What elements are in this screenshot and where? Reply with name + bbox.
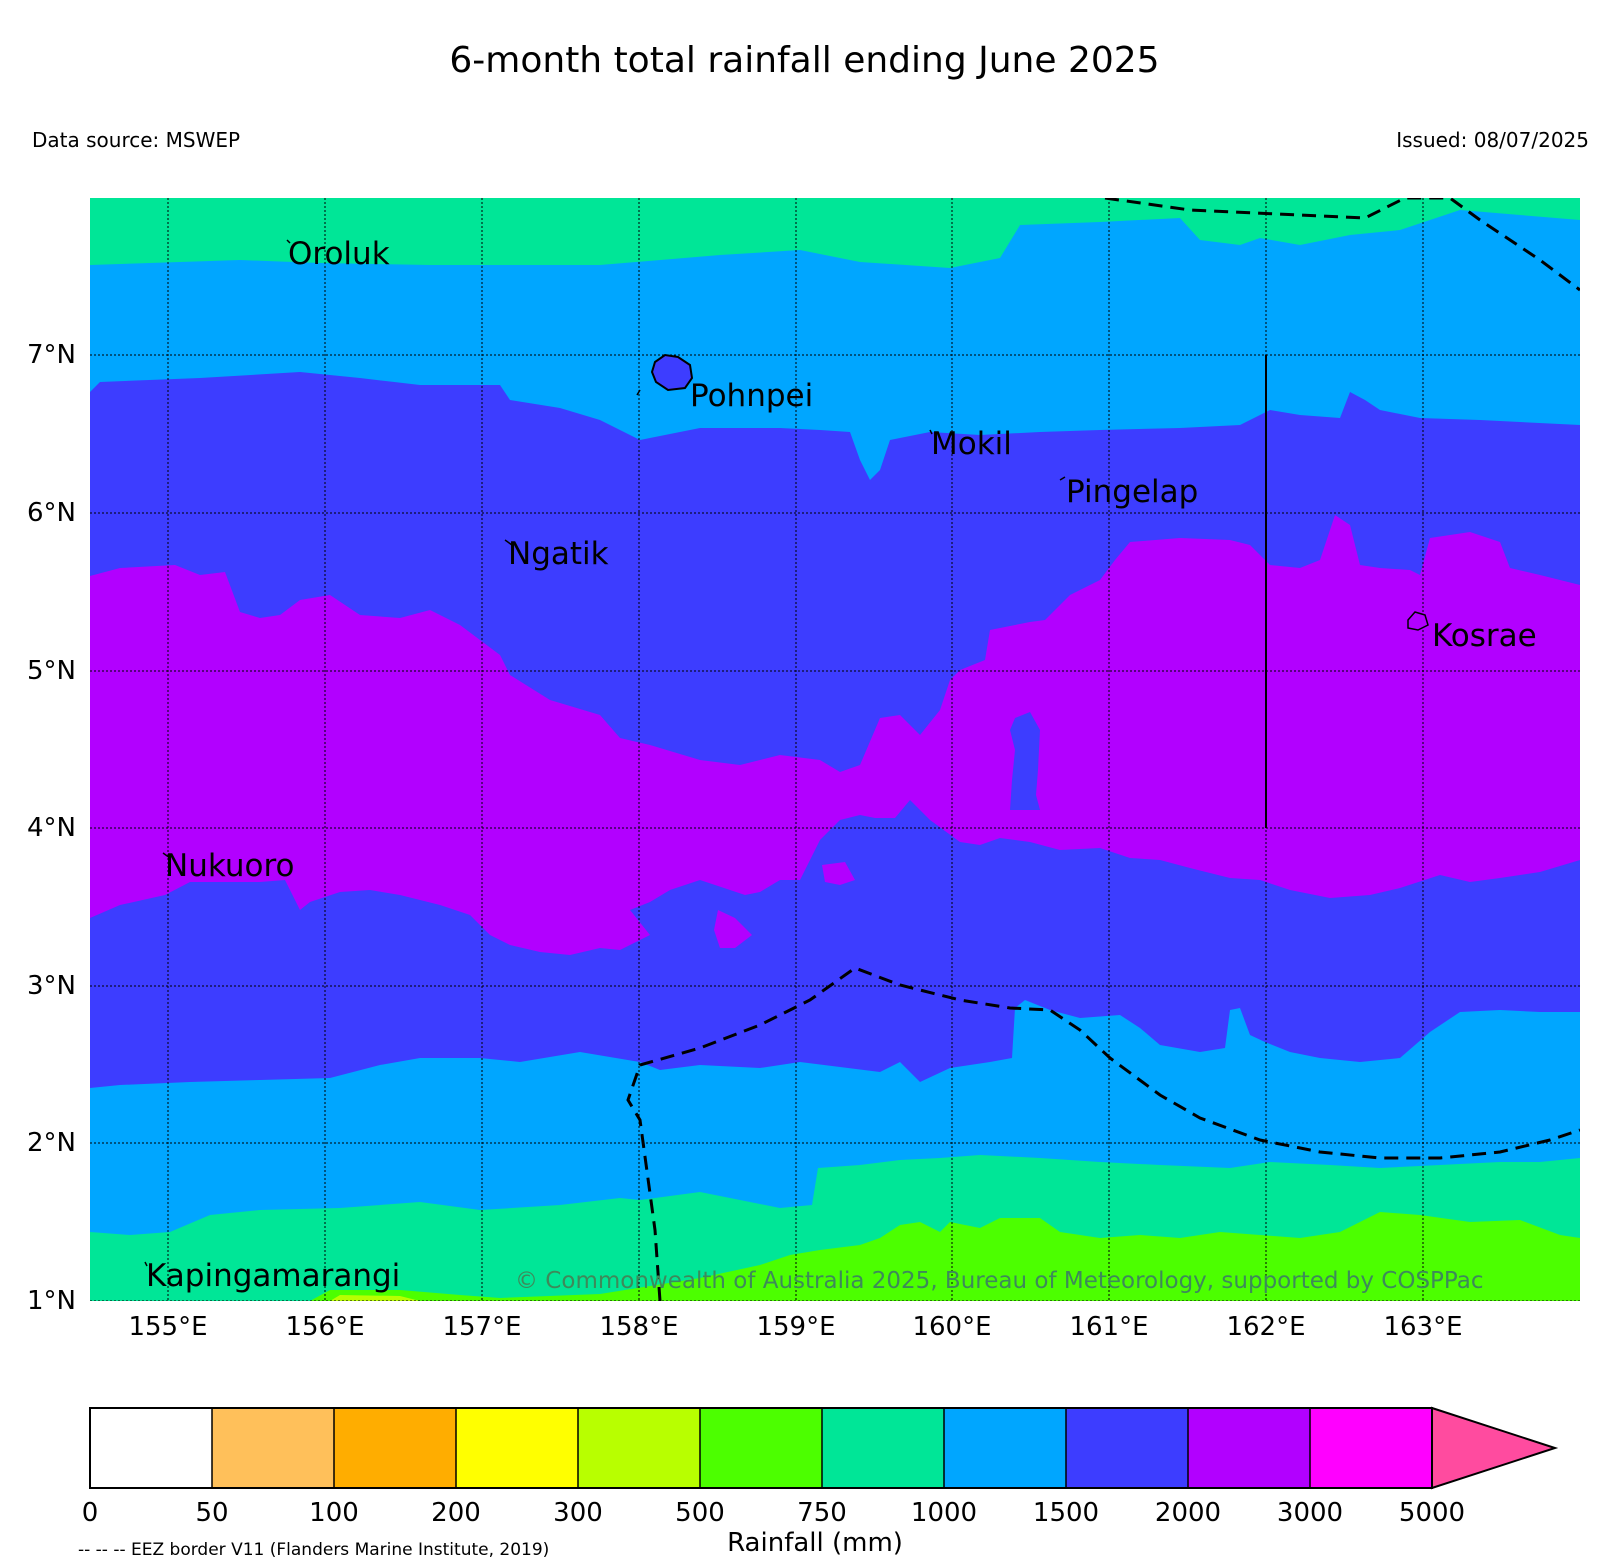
colorbar: [89, 1406, 1559, 1490]
colorbar-tick: 0: [81, 1498, 99, 1528]
band-750-1000: [310, 1212, 1580, 1301]
lon-label: 158°E: [599, 1312, 679, 1342]
lon-label: 156°E: [285, 1312, 365, 1342]
place-label-mokil: Mokil: [931, 426, 1012, 462]
colorbar-tick: 750: [797, 1498, 847, 1528]
place-label-kapingamarangi: Kapingamarangi: [146, 1258, 401, 1294]
band-3000-5000: [90, 515, 1580, 955]
colorbar-tick: 3000: [1276, 1498, 1344, 1528]
colorbar-tick: 500: [675, 1498, 725, 1528]
place-label-pohnpei: Pohnpei: [690, 378, 814, 414]
kosrae-island: [1407, 611, 1429, 631]
data-source: Data source: MSWEP: [32, 128, 241, 152]
colorbar-tick: 300: [553, 1498, 603, 1528]
lon-label: 161°E: [1069, 1312, 1149, 1342]
lat-label: 7°N: [27, 340, 76, 370]
colorbar-tick: 1500: [1032, 1498, 1100, 1528]
band-3000-5000-patch: [822, 862, 855, 885]
issued-date: Issued: 08/07/2025: [1396, 128, 1589, 152]
lat-label: 4°N: [27, 813, 76, 843]
lon-label: 157°E: [442, 1312, 522, 1342]
colorbar-tick: 50: [195, 1498, 229, 1528]
place-label-ngatik: Ngatik: [508, 536, 609, 572]
lon-label: 159°E: [756, 1312, 836, 1342]
lat-label: 2°N: [27, 1128, 76, 1158]
lon-label: 163°E: [1383, 1312, 1463, 1342]
colorbar-tick: 200: [431, 1498, 481, 1528]
pohnpei-island: [650, 353, 694, 392]
lat-label: 3°N: [27, 971, 76, 1001]
colorbar-title: Rainfall (mm): [727, 1528, 903, 1558]
eez-border: [626, 198, 1580, 1301]
place-label-pingelap: Pingelap: [1066, 474, 1199, 510]
lon-label: 155°E: [128, 1312, 208, 1342]
colorbar-tick: 100: [309, 1498, 359, 1528]
atoll-markers: [144, 239, 1066, 1267]
lon-label: 162°E: [1226, 1312, 1306, 1342]
colorbar-tick: 2000: [1154, 1498, 1222, 1528]
place-label-nukuoro: Nukuoro: [165, 848, 295, 884]
place-label-oroluk: Oroluk: [288, 236, 390, 272]
copyright-notice: © Commonwealth of Australia 2025, Bureau…: [515, 1268, 1484, 1294]
band-3000-5000-patch: [714, 910, 752, 948]
colorbar-tick: 5000: [1398, 1498, 1466, 1528]
lat-label: 6°N: [27, 498, 76, 528]
lat-label: 1°N: [27, 1286, 76, 1316]
eez-legend-note: -- -- -- EEZ border V11 (Flanders Marine…: [78, 1540, 550, 1560]
colorbar-tick: 1000: [910, 1498, 978, 1528]
lat-label: 5°N: [27, 656, 76, 686]
map-title: 6-month total rainfall ending June 2025: [449, 40, 1160, 81]
graticule: [90, 198, 1580, 1301]
band-2000-3000-hole: [1010, 712, 1040, 810]
band-500-750: [330, 1295, 420, 1301]
lon-label: 160°E: [912, 1312, 992, 1342]
place-label-kosrae: Kosrae: [1432, 618, 1537, 654]
